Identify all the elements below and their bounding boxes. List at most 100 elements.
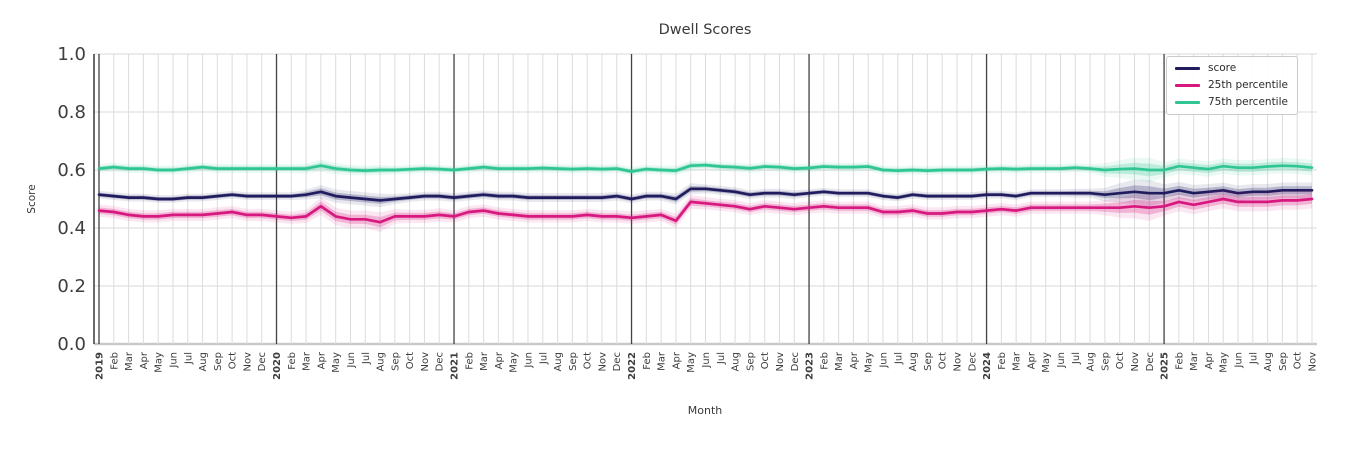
data-line: [97, 187, 1314, 202]
x-tick-label: Jun: [1056, 352, 1067, 369]
x-tick-label: Jul: [1248, 352, 1259, 365]
x-tick-label: Nov: [597, 352, 608, 372]
y-axis-label: Score: [26, 184, 38, 214]
x-tick-label: Aug: [376, 352, 387, 372]
x-tick-label: Oct: [583, 352, 594, 369]
legend-item-75th-percentile: 75th percentile: [1175, 96, 1288, 109]
x-tick-label: Mar: [657, 351, 668, 371]
series-25th-percentile: [97, 189, 1314, 233]
x-tick-label: Jul: [538, 352, 549, 365]
x-tick-label: Mar: [124, 351, 135, 371]
x-tick-label: Apr: [849, 351, 860, 369]
x-tick-label: Oct: [1115, 352, 1126, 369]
x-tick-label: May: [686, 352, 697, 373]
x-tick-label: Dec: [790, 352, 801, 371]
x-tick-label: Mar: [1012, 351, 1023, 371]
x-tick-label: Nov: [952, 352, 963, 372]
x-tick-label: Nov: [1130, 352, 1141, 372]
data-line: [97, 197, 1314, 224]
x-tick-label: Nov: [775, 352, 786, 372]
confidence-band-outer: [99, 189, 1312, 233]
x-tick-label: Dec: [257, 352, 268, 371]
x-tick-label: Aug: [553, 352, 564, 372]
legend-swatch: [1175, 101, 1200, 104]
legend-swatch: [1175, 67, 1200, 70]
x-tick-label: Oct: [1293, 352, 1304, 369]
x-tick-label: Jun: [168, 352, 179, 369]
x-tick-label: Apr: [139, 351, 150, 369]
x-tick-label: Oct: [938, 352, 949, 369]
data-line: [97, 163, 1314, 173]
x-tick-label: Jul: [183, 352, 194, 365]
x-tick-label: Jul: [1071, 352, 1082, 365]
x-tick-label: Sep: [213, 352, 224, 371]
x-tick-label: Aug: [908, 352, 919, 372]
y-tick-label: 0.2: [57, 276, 86, 297]
x-tick-label-year: 2025: [1160, 352, 1171, 380]
x-tick-label-year: 2019: [95, 352, 106, 380]
x-tick-label: Feb: [464, 352, 475, 370]
x-tick-label: Jul: [893, 352, 904, 365]
x-tick-label-year: 2020: [272, 352, 283, 380]
y-tick-label: 0.6: [57, 160, 86, 181]
x-tick-label: Jun: [701, 352, 712, 369]
x-tick-label: Aug: [731, 352, 742, 372]
x-tick-label: Jun: [523, 352, 534, 369]
x-tick-label: Mar: [302, 351, 313, 371]
x-tick-label: Apr: [1204, 351, 1215, 369]
x-tick-label: Sep: [1100, 352, 1111, 371]
x-tick-label: May: [1219, 352, 1230, 373]
x-tick-label: Dec: [612, 352, 623, 371]
x-tick-label: Apr: [671, 351, 682, 369]
x-tick-label: Nov: [1308, 352, 1319, 372]
x-tick-label: Sep: [390, 352, 401, 371]
series-75th-percentile: [97, 157, 1314, 183]
series-score: [97, 179, 1314, 208]
legend: score 25th percentile 75th percentile: [1166, 56, 1298, 115]
x-tick-label: Feb: [819, 352, 830, 370]
legend-label: 75th percentile: [1208, 96, 1288, 108]
x-tick-label: May: [509, 352, 520, 373]
x-tick-label: Dec: [435, 352, 446, 371]
year-boundary-lines: [98, 54, 1165, 344]
x-tick-label: Apr: [1026, 351, 1037, 369]
x-tick-label: May: [1041, 352, 1052, 373]
legend-swatch: [1175, 84, 1200, 87]
x-tick-label: Jul: [361, 352, 372, 365]
y-tick-label: 0.8: [57, 102, 86, 123]
x-tick-label: Oct: [228, 352, 239, 369]
x-tick-label: Oct: [405, 352, 416, 369]
x-tick-label: Apr: [494, 351, 505, 369]
x-tick-label: Nov: [242, 352, 253, 372]
x-tick-label: Sep: [1278, 352, 1289, 371]
x-tick-label: Feb: [287, 352, 298, 370]
x-tick-label: Aug: [1263, 352, 1274, 372]
x-tick-label: Nov: [420, 352, 431, 372]
x-tick-label: Jun: [346, 352, 357, 369]
x-tick-label: Sep: [568, 352, 579, 371]
x-tick-label-year: 2022: [627, 352, 638, 380]
y-tick-label: 0.4: [57, 218, 86, 239]
x-tick-label: Feb: [1174, 352, 1185, 370]
x-tick-label: May: [864, 352, 875, 373]
x-tick-label: Sep: [923, 352, 934, 371]
x-tick-label: May: [331, 352, 342, 373]
x-axis-label: Month: [687, 404, 723, 417]
x-tick-label: Feb: [642, 352, 653, 370]
x-tick-label: Dec: [1145, 352, 1156, 371]
x-tick-label: Mar: [834, 351, 845, 371]
x-tick-label: Mar: [479, 351, 490, 371]
month-gridlines: [113, 54, 1313, 344]
y-tick-labels: 0.0 0.2 0.4 0.6 0.8 1.0: [57, 44, 86, 355]
chart-title: Dwell Scores: [658, 22, 752, 38]
y-tick-label: 0.0: [57, 334, 86, 355]
x-tick-label: Dec: [967, 352, 978, 371]
legend-label: score: [1208, 62, 1237, 74]
x-tick-label: Feb: [997, 352, 1008, 370]
legend-item-25th-percentile: 25th percentile: [1175, 79, 1288, 92]
x-tick-labels: 2019 Feb Mar Apr May Jun Jul Aug Sep Oct Nov Dec 202…: [95, 351, 1319, 380]
x-tick-label: Jul: [716, 352, 727, 365]
x-tick-label-year: 2023: [805, 352, 816, 380]
x-tick-label-year: 2021: [450, 352, 461, 380]
